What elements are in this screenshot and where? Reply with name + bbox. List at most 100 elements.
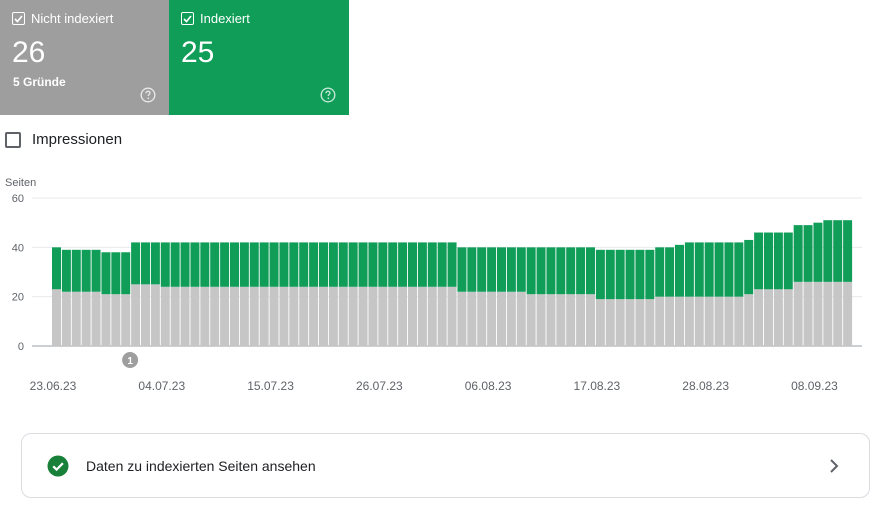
bar-indexed xyxy=(823,220,833,282)
bar-not-indexed xyxy=(754,289,764,346)
view-indexed-pages-label: Daten zu indexierten Seiten ansehen xyxy=(86,458,316,474)
bar-not-indexed xyxy=(803,281,813,346)
checkbox-checked-icon[interactable] xyxy=(12,12,25,25)
bar-indexed xyxy=(121,252,131,295)
bar-indexed xyxy=(230,242,239,287)
help-circle-icon[interactable] xyxy=(140,87,156,103)
bar-indexed xyxy=(605,249,615,300)
not-indexed-count: 26 xyxy=(12,36,46,69)
not-indexed-card[interactable]: Nicht indexiert 26 5 Gründe xyxy=(0,0,169,115)
bar-not-indexed xyxy=(91,291,101,346)
bar-indexed xyxy=(675,244,684,297)
bar-not-indexed xyxy=(210,286,220,346)
help-circle-icon[interactable] xyxy=(320,87,336,103)
bar-indexed xyxy=(141,242,150,285)
bar-not-indexed xyxy=(516,291,526,346)
x-tick-label: 28.08.23 xyxy=(682,379,729,393)
not-indexed-reasons: 5 Gründe xyxy=(13,75,66,89)
checkbox-checked-icon[interactable] xyxy=(181,12,194,25)
bar-not-indexed xyxy=(299,286,309,346)
bar-not-indexed xyxy=(714,296,724,346)
bar-not-indexed xyxy=(160,286,170,346)
bar-indexed xyxy=(52,247,61,290)
x-tick-label: 08.09.23 xyxy=(791,379,838,393)
bar-indexed xyxy=(447,242,457,287)
bar-not-indexed xyxy=(467,291,477,346)
y-axis-label: Seiten xyxy=(5,177,36,189)
bar-indexed xyxy=(81,249,91,292)
x-tick-label: 15.07.23 xyxy=(247,379,294,393)
bar-indexed xyxy=(487,247,497,292)
bar-not-indexed xyxy=(625,299,635,346)
bar-not-indexed xyxy=(586,294,595,346)
bar-not-indexed xyxy=(408,286,417,346)
bar-indexed xyxy=(457,247,467,292)
bar-indexed xyxy=(71,249,81,292)
bar-not-indexed xyxy=(338,286,348,346)
indexed-count: 25 xyxy=(181,36,215,69)
bar-indexed xyxy=(566,247,576,295)
bar-indexed xyxy=(843,220,853,282)
bar-indexed xyxy=(368,242,378,287)
x-tick-label: 04.07.23 xyxy=(138,379,185,393)
bar-not-indexed xyxy=(279,286,289,346)
bar-indexed xyxy=(309,242,319,287)
bar-not-indexed xyxy=(368,286,378,346)
impressions-label: Impressionen xyxy=(32,131,123,148)
indexed-header: Indexiert xyxy=(181,11,250,26)
bar-not-indexed xyxy=(744,294,754,346)
x-tick-label: 06.08.23 xyxy=(465,379,512,393)
indexed-title: Indexiert xyxy=(200,11,250,26)
bar-not-indexed xyxy=(427,286,437,346)
bar-not-indexed xyxy=(655,296,665,346)
bar-not-indexed xyxy=(150,284,160,346)
bar-not-indexed xyxy=(843,281,853,346)
bar-indexed xyxy=(378,242,388,287)
bar-indexed xyxy=(516,247,526,292)
bar-not-indexed xyxy=(289,286,299,346)
x-tick-label: 26.07.23 xyxy=(356,379,403,393)
bar-not-indexed xyxy=(783,289,793,346)
bar-indexed xyxy=(546,247,556,295)
bar-indexed xyxy=(536,247,546,295)
bar-indexed xyxy=(398,242,408,287)
bar-not-indexed xyxy=(823,281,833,346)
indexed-card[interactable]: Indexiert 25 xyxy=(169,0,349,115)
bar-indexed xyxy=(645,249,655,300)
bar-indexed xyxy=(783,232,793,290)
bar-not-indexed xyxy=(546,294,556,346)
bar-indexed xyxy=(408,242,417,287)
bar-indexed xyxy=(259,242,269,287)
bar-not-indexed xyxy=(81,291,91,346)
bar-indexed xyxy=(734,242,744,297)
bar-indexed xyxy=(635,249,645,300)
bar-not-indexed xyxy=(576,294,586,346)
bar-not-indexed xyxy=(309,286,319,346)
y-tick-label: 60 xyxy=(12,193,24,205)
bar-indexed xyxy=(477,247,487,292)
annotation-marker xyxy=(122,352,139,368)
bar-indexed xyxy=(467,247,477,292)
bar-not-indexed xyxy=(180,286,190,346)
bar-indexed xyxy=(704,242,714,297)
bar-not-indexed xyxy=(71,291,81,346)
bar-indexed xyxy=(833,220,843,282)
view-indexed-pages-button[interactable]: Daten zu indexierten Seiten ansehen xyxy=(21,433,870,498)
bar-not-indexed xyxy=(615,299,625,346)
bar-not-indexed xyxy=(566,294,576,346)
bar-indexed xyxy=(813,222,823,282)
impressions-checkbox[interactable] xyxy=(5,131,21,148)
bar-indexed xyxy=(724,242,734,297)
bar-indexed xyxy=(269,242,279,287)
impressions-toggle[interactable]: Impressionen xyxy=(5,131,122,148)
bar-indexed xyxy=(338,242,348,287)
bar-indexed xyxy=(803,225,813,282)
bar-not-indexed xyxy=(526,294,536,346)
bar-indexed xyxy=(289,242,299,287)
bar-not-indexed xyxy=(833,281,843,346)
check-circle-icon xyxy=(47,455,69,477)
bar-indexed xyxy=(417,242,427,287)
bar-not-indexed xyxy=(61,291,71,346)
bar-not-indexed xyxy=(764,289,773,346)
bar-not-indexed xyxy=(141,284,150,346)
